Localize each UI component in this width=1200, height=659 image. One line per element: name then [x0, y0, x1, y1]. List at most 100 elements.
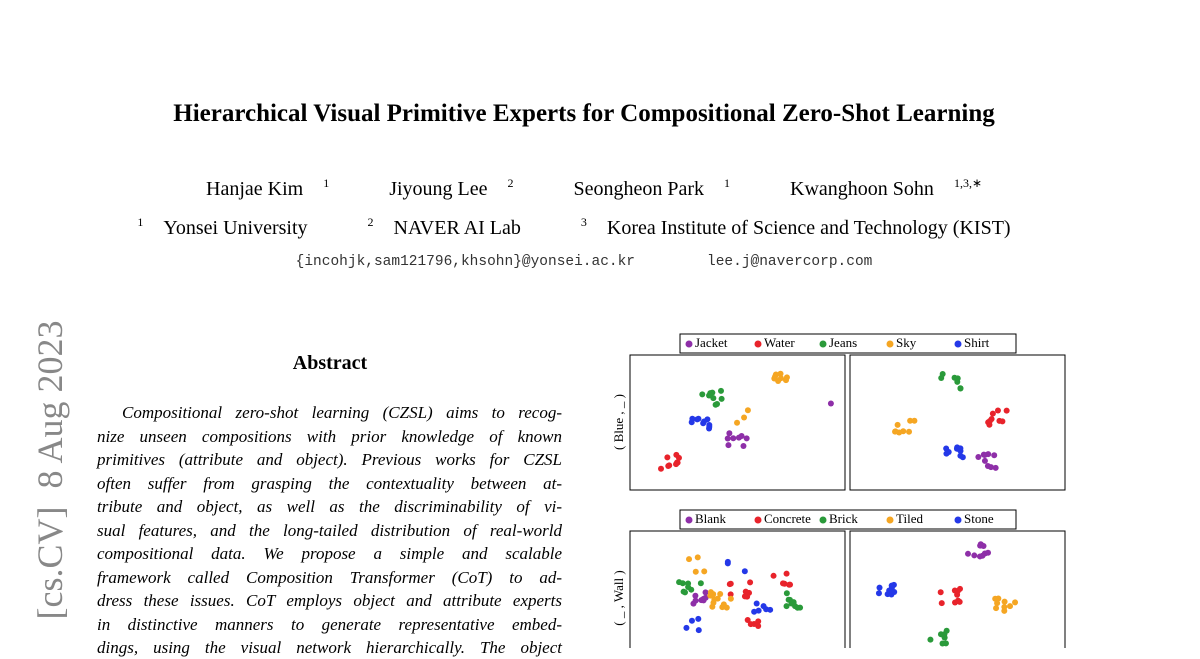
- abstract-line: nize unseen compositions with prior know…: [97, 426, 562, 446]
- scatter-point: [1003, 407, 1010, 414]
- scatter-point: [770, 572, 777, 579]
- author-sup: 1: [323, 176, 330, 190]
- scatter-point: [1007, 603, 1014, 610]
- scatter-point: [989, 410, 996, 417]
- emails: {incohjk,sam121796,khsohn}@yonsei.ac.kr l…: [0, 254, 1168, 270]
- scatter-point: [783, 603, 790, 610]
- affiliation: 3 Korea Institute of Science and Technolo…: [581, 216, 1031, 239]
- aff-name: Yonsei University: [163, 217, 308, 239]
- scatter-point: [697, 580, 704, 587]
- scatter-point: [942, 640, 949, 647]
- scatter-point: [734, 419, 741, 426]
- scatter-point: [957, 585, 964, 592]
- scatter-point: [907, 417, 914, 424]
- scatter-point: [896, 429, 903, 436]
- author-name: Seongheon Park: [573, 178, 705, 200]
- scatter-point: [992, 595, 999, 602]
- scatter-point: [735, 434, 742, 441]
- scatter-point: [692, 592, 699, 599]
- scatter-point: [718, 395, 725, 402]
- scatter-point: [695, 415, 702, 422]
- legend-label: Tiled: [896, 511, 923, 526]
- scatter-point: [673, 461, 680, 468]
- scatter-point: [876, 584, 883, 591]
- authors: Hanjae Kim 1 Jiyoung Lee 2 Seongheon Park 1 Kw…: [0, 176, 1168, 201]
- scatter-point: [724, 435, 731, 442]
- scatter-point: [685, 580, 692, 587]
- scatter-point: [701, 568, 708, 575]
- scatter-point: [999, 418, 1006, 425]
- scatter-point: [727, 591, 734, 598]
- scatter-point: [686, 556, 693, 563]
- scatter-point: [706, 425, 713, 432]
- scatter-point: [724, 558, 731, 565]
- author: Seongheon Park 1: [554, 176, 731, 200]
- aff-sup: 1: [137, 215, 144, 229]
- scatter-point: [971, 552, 978, 559]
- scatter-point: [744, 617, 751, 624]
- scatter-point: [681, 589, 688, 596]
- scatter-point: [767, 606, 774, 613]
- author: Jiyoung Lee 2: [369, 177, 513, 200]
- legend-dot: [886, 340, 894, 348]
- legend-label: Concrete: [764, 511, 811, 526]
- scatter-point: [953, 445, 960, 452]
- scatter-point: [717, 590, 724, 597]
- author-sup: 1,3,∗: [953, 176, 982, 190]
- scatter-point: [695, 615, 702, 622]
- scatter-panel: [629, 530, 846, 648]
- abstract-line: dress these issues. CoT employs object a…: [97, 591, 562, 610]
- scatter-point: [975, 453, 982, 460]
- scatter-point: [980, 451, 987, 458]
- scatter-point: [692, 568, 699, 575]
- scatter-point: [689, 415, 696, 422]
- scatter-point: [927, 636, 934, 643]
- scatter-point: [981, 457, 988, 464]
- scatter-point: [741, 568, 748, 575]
- abstract-line: often suffer from grasping the contextua…: [97, 473, 562, 493]
- legend-label: Shirt: [964, 335, 990, 350]
- email: lee.j@navercorp.com: [707, 254, 873, 270]
- scatter-point: [664, 454, 671, 461]
- scatter-point: [700, 420, 707, 427]
- scatter-point: [725, 442, 732, 449]
- scatter-point: [709, 603, 716, 610]
- scatter-point: [891, 589, 898, 596]
- scatter-point: [939, 371, 946, 378]
- legend-box: [679, 509, 1017, 530]
- author-name: Jiyoung Lee: [389, 178, 488, 200]
- scatter-point: [742, 588, 749, 595]
- aff-name: NAVER AI Lab: [393, 217, 521, 239]
- scatter-point: [666, 462, 673, 469]
- email: {incohjk,sam121796,khsohn}@yonsei.ac.kr: [295, 254, 636, 270]
- scatter-point: [957, 385, 964, 392]
- abstract-line: framework called Composition Transformer…: [97, 567, 562, 587]
- row-label: ( Blue , _ ): [611, 394, 626, 450]
- scatter-point: [945, 448, 952, 455]
- scatter-point: [782, 377, 789, 384]
- scatter-point: [986, 418, 993, 425]
- legend-label: Blank: [695, 511, 727, 526]
- scatter-point: [888, 582, 895, 589]
- scatter-point: [1012, 599, 1019, 606]
- scatter-point: [714, 595, 721, 602]
- scatter-point: [744, 407, 751, 414]
- legend-label: Water: [764, 335, 795, 350]
- legend-label: Jacket: [695, 335, 728, 350]
- affiliations: 1 Yonsei University 2 NAVER AI Lab 3 Korea In…: [0, 215, 1168, 240]
- scatter-point: [743, 435, 750, 442]
- abstract-line: in distinctive manners to generate repre…: [97, 614, 562, 634]
- abstract-line: Compositional zero-shot learning (CZSL) …: [122, 403, 562, 422]
- scatter-point: [827, 400, 834, 407]
- scatter-panel: [849, 354, 1066, 491]
- author-sup: 1: [724, 176, 731, 190]
- scatter-point: [943, 627, 950, 634]
- affiliation: 1 Yonsei University: [137, 215, 327, 239]
- affiliation: 2 NAVER AI Lab: [368, 216, 541, 239]
- scatter-point: [875, 590, 882, 597]
- author-name: Kwanghoon Sohn: [790, 178, 934, 200]
- scatter-point: [730, 435, 737, 442]
- scatter-point: [676, 579, 683, 586]
- scatter-point: [753, 600, 760, 607]
